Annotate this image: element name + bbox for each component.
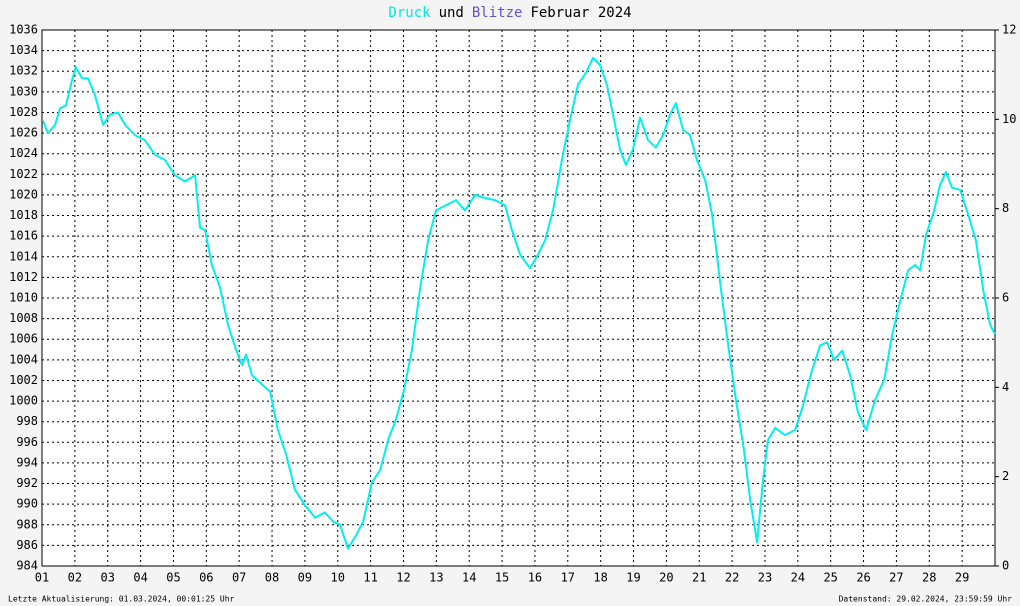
y-tick-label: 1010	[9, 291, 38, 305]
x-tick-label: 26	[856, 571, 870, 585]
x-tick-label: 21	[692, 571, 706, 585]
y-tick-label: 1000	[9, 394, 38, 408]
x-tick-label: 20	[659, 571, 673, 585]
y-tick-label: 1014	[9, 249, 38, 263]
y-tick-label: 1020	[9, 187, 38, 201]
y-tick-label: 1006	[9, 332, 38, 346]
x-tick-label: 02	[68, 571, 82, 585]
x-tick-label: 17	[561, 571, 575, 585]
y-tick-label: 1030	[9, 84, 38, 98]
y-tick-label: 1026	[9, 126, 38, 140]
y2-tick-label: 4	[1002, 380, 1009, 394]
x-tick-label: 10	[331, 571, 345, 585]
y-tick-label: 996	[16, 435, 38, 449]
y-tick-label: 1036	[9, 23, 38, 37]
x-tick-label: 12	[396, 571, 410, 585]
y-tick-label: 994	[16, 455, 38, 469]
y-tick-label: 992	[16, 476, 38, 490]
x-tick-label: 04	[133, 571, 147, 585]
y2-tick-label: 0	[1002, 559, 1009, 573]
title-part: und	[439, 5, 464, 21]
chart-title: Druck und Blitze Februar 2024	[388, 5, 631, 21]
y-tick-label: 988	[16, 517, 38, 531]
y-tick-label: 1028	[9, 105, 38, 119]
x-tick-label: 24	[791, 571, 805, 585]
title-part: Februar 2024	[530, 5, 631, 21]
x-tick-label: 16	[528, 571, 542, 585]
y-tick-label: 990	[16, 497, 38, 511]
y2-tick-label: 10	[1002, 112, 1016, 126]
x-tick-label: 09	[298, 571, 312, 585]
y2-tick-label: 6	[1002, 291, 1009, 305]
y2-tick-label: 8	[1002, 201, 1009, 215]
y-tick-label: 1016	[9, 229, 38, 243]
x-tick-label: 11	[363, 571, 377, 585]
x-tick-label: 03	[100, 571, 114, 585]
x-tick-label: 07	[232, 571, 246, 585]
x-tick-label: 23	[758, 571, 772, 585]
y-tick-label: 1012	[9, 270, 38, 284]
x-tick-label: 27	[889, 571, 903, 585]
x-tick-label: 05	[166, 571, 180, 585]
y-tick-label: 986	[16, 538, 38, 552]
x-tick-label: 15	[495, 571, 509, 585]
y-tick-label: 1002	[9, 373, 38, 387]
pressure-line	[42, 56, 996, 550]
x-tick-label: 18	[593, 571, 607, 585]
y-tick-label: 1018	[9, 208, 38, 222]
x-tick-label: 29	[955, 571, 969, 585]
y-tick-label: 1034	[9, 43, 38, 57]
x-tick-label: 14	[462, 571, 476, 585]
x-tick-label: 22	[725, 571, 739, 585]
y-tick-label: 1024	[9, 146, 38, 160]
y-tick-label: 1022	[9, 167, 38, 181]
footer-left: Letzte Aktualisierung: 01.03.2024, 00:01…	[8, 595, 235, 604]
title-part: Blitze	[472, 5, 523, 21]
x-tick-label: 28	[922, 571, 936, 585]
title-part: Druck	[388, 5, 431, 21]
x-tick-label: 01	[35, 571, 49, 585]
x-tick-label: 06	[199, 571, 213, 585]
footer-right: Datenstand: 29.02.2024, 23:59:59 Uhr	[839, 595, 1013, 604]
x-tick-label: 19	[626, 571, 640, 585]
y-tick-label: 1004	[9, 352, 38, 366]
y-tick-label: 1008	[9, 311, 38, 325]
y-tick-label: 984	[16, 559, 38, 573]
y-tick-label: 1032	[9, 64, 38, 78]
x-tick-label: 08	[265, 571, 279, 585]
y-tick-label: 998	[16, 414, 38, 428]
y2-tick-label: 12	[1002, 23, 1016, 37]
plot-frame	[41, 29, 996, 567]
y2-tick-label: 2	[1002, 469, 1009, 483]
x-tick-label: 13	[429, 571, 443, 585]
x-tick-label: 25	[823, 571, 837, 585]
